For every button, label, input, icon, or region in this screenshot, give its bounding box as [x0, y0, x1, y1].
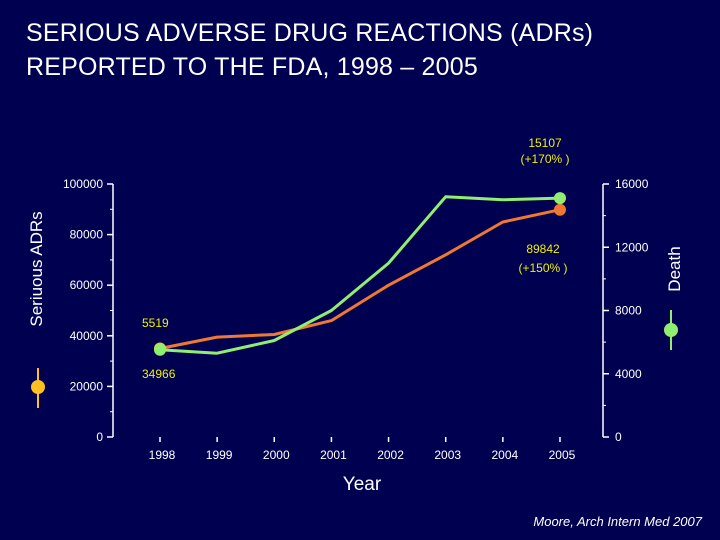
right-axis-tick-label: 0 [615, 430, 622, 444]
left-axis-tick-label: 0 [96, 430, 103, 444]
x-axis-title: Year [343, 474, 382, 495]
right-y-axis-title: Death [665, 246, 684, 291]
left-axis-tick-label: 60000 [70, 278, 104, 292]
left-axis-tick-label: 80000 [70, 228, 104, 242]
x-axis-tick-label: 2005 [549, 448, 576, 462]
left-axis-tick-label: 40000 [70, 329, 104, 343]
adrs-series-line [159, 208, 561, 350]
death-end-point [553, 192, 566, 205]
x-axis-tick-label: 2004 [491, 448, 518, 462]
death-start-value: 5519 [142, 316, 169, 330]
right-axis-tick-label: 12000 [615, 240, 649, 254]
title-line-1: SERIOUS ADVERSE DRUG REACTIONS (ADRs) [26, 19, 594, 47]
source-credit: Moore, Arch Intern Med 2007 [533, 514, 702, 529]
death-legend-marker [664, 323, 678, 337]
left-y-axis-title: Seriuous ADRs [27, 211, 46, 326]
left-axis-group: 0 20000 40000 60000 80000 100000 [63, 177, 114, 444]
right-axis-group: 0 4000 8000 12000 16000 [602, 177, 649, 444]
adrs-legend-key [31, 368, 45, 408]
x-axis-tick-label: 2002 [377, 448, 404, 462]
adrs-end-change: (+150% ) [518, 261, 567, 275]
adrs-end-point [553, 203, 566, 216]
death-end-change: (+170% ) [520, 152, 569, 166]
left-axis-tick-label: 100000 [63, 177, 103, 191]
death-series-line [159, 195, 561, 355]
adrs-end-value: 89842 [526, 242, 560, 256]
x-axis-tick-label: 2001 [320, 448, 347, 462]
x-axis-tick-label: 2000 [263, 448, 290, 462]
adrs-start-value: 34966 [142, 367, 176, 381]
left-axis-tick-label: 20000 [70, 379, 104, 393]
title-line-2: REPORTED TO THE FDA, 1998 – 2005 [26, 53, 478, 81]
right-axis-tick-label: 8000 [615, 304, 642, 318]
death-start-point [154, 343, 166, 356]
x-axis-tick-label: 2003 [434, 448, 461, 462]
adrs-legend-marker [31, 380, 45, 394]
x-axis-tick-label: 1998 [149, 448, 176, 462]
death-legend-key [664, 310, 678, 350]
death-end-value: 15107 [528, 136, 562, 150]
x-axis-tick-label: 1999 [206, 448, 233, 462]
right-axis-tick-label: 16000 [615, 177, 649, 191]
slide-title: SERIOUS ADVERSE DRUG REACTIONS (ADRs) RE… [26, 16, 716, 84]
right-axis-tick-label: 4000 [615, 367, 642, 381]
